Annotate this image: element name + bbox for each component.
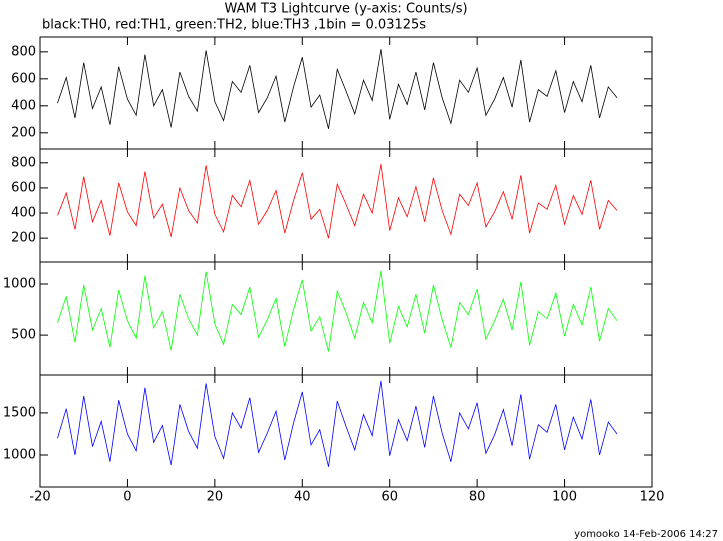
panel-frame: [39, 261, 653, 376]
y-tick-label: 200: [11, 231, 36, 246]
x-tick-label: 80: [469, 490, 486, 505]
y-tick-label: 200: [11, 125, 36, 140]
series-line: [57, 49, 618, 129]
chart-subtitle: black:TH0, red:TH1, green:TH2, blue:TH3 …: [42, 18, 426, 33]
series-line: [57, 270, 618, 352]
y-tick-label: 1000: [3, 276, 36, 291]
y-tick-label: 800: [11, 44, 36, 59]
y-tick-label: 1000: [3, 448, 36, 463]
y-tick-label: 600: [11, 180, 36, 195]
series-line: [57, 163, 618, 239]
x-tick-label: 60: [381, 490, 398, 505]
y-tick-label: 1500: [3, 405, 36, 420]
x-tick-label: -20: [29, 490, 50, 505]
x-tick-label: 100: [552, 490, 577, 505]
x-tick-label: 120: [640, 490, 665, 505]
y-tick-label: 800: [11, 155, 36, 170]
x-tick-label: 0: [123, 490, 131, 505]
x-tick-label: 40: [294, 490, 311, 505]
panel-frame: [39, 374, 653, 488]
series-line: [57, 380, 618, 467]
x-tick-label: 20: [207, 490, 224, 505]
y-tick-label: 400: [11, 206, 36, 221]
y-tick-label: 500: [11, 328, 36, 343]
y-tick-label: 400: [11, 98, 36, 113]
chart-title: WAM T3 Lightcurve (y-axis: Counts/s): [224, 2, 467, 17]
y-tick-label: 600: [11, 71, 36, 86]
footer: yomooko 14-Feb-2006 14:27: [574, 529, 718, 540]
